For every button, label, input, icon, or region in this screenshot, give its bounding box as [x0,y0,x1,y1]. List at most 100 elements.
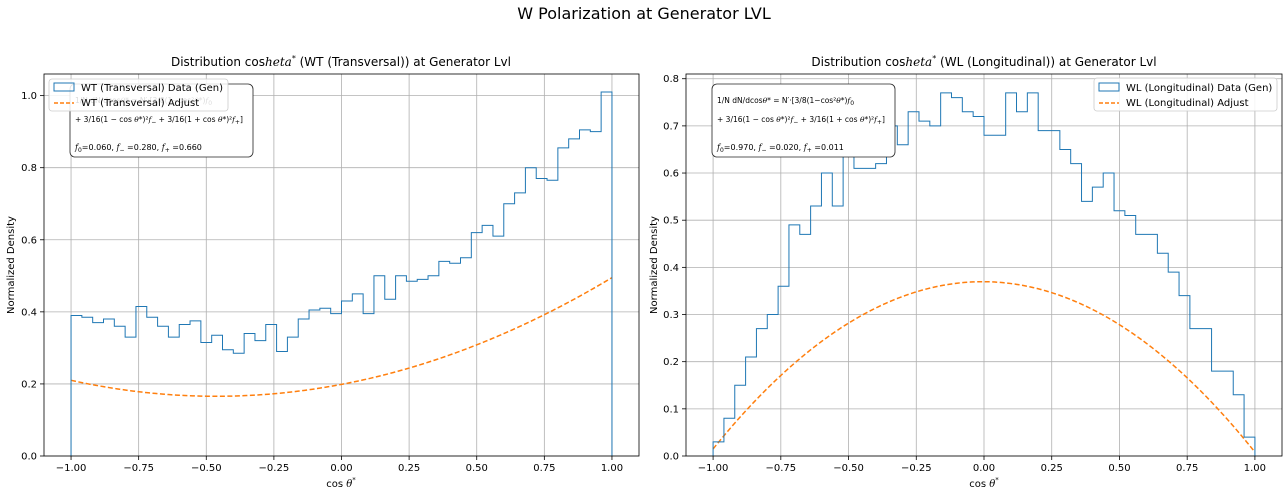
histogram-bin [886,126,897,456]
x-tick-label: −0.50 [833,463,864,474]
histogram-bin [1168,272,1179,456]
histogram-bin [1092,187,1103,456]
y-tick-label: 0.2 [663,357,679,368]
annotation-box [711,83,896,158]
histogram-bin [1038,131,1049,456]
histogram-bin [767,315,778,456]
histogram-bin [821,173,832,456]
x-axis-label: cos θ* [326,476,356,490]
x-tick-label: −0.25 [901,463,932,474]
fit-layer [70,276,613,398]
histogram-bin [212,335,223,456]
histogram-bin [865,168,876,456]
chart-title: Distribution cosheta* (WL (Longitudinal)… [811,54,1156,69]
x-tick-label: −0.50 [191,463,222,474]
histogram-bin [223,350,234,456]
histogram-bin [1201,329,1212,456]
legend: WT (Transversal) Data (Gen) WT (Transver… [48,78,229,112]
histogram-bin [930,126,941,456]
legend-label-hist: WT (Transversal) Data (Gen) [81,83,223,94]
x-tick-label: 0.75 [1176,463,1198,474]
histogram-bin [995,135,1006,456]
histogram-bin [601,92,612,456]
histogram-bin [201,342,212,456]
histogram-bin [525,168,536,456]
histogram-bin [125,337,136,456]
annotation-line-2: + 3/16(1 − cos θ*)²f− + 3/16(1 + cos θ*)… [717,115,885,126]
histogram-bin [1049,131,1060,456]
x-tick-label: 0.00 [973,463,995,474]
histogram-bin [811,206,822,456]
x-tick-label: 0.50 [466,463,488,474]
histogram-bin [843,154,854,456]
histogram-bin [973,116,984,456]
legend-swatch-hist [1098,82,1120,92]
histogram-bin [746,357,757,456]
x-tick-label: −1.00 [698,463,729,474]
fit-curve [712,280,1256,453]
fit-curve [70,276,613,398]
histogram-bin [789,225,800,456]
histogram-outline [70,91,613,456]
x-tick-label: 1.00 [1244,463,1266,474]
histogram-bin [1071,164,1082,456]
histogram-bin [352,294,363,456]
histogram-bin [1136,234,1147,456]
histogram-bin [713,442,724,456]
histogram-bin [342,301,353,456]
ticks: −1.00 −0.75 −0.50 −0.25 0.00 0.25 0.50 0.75 1.00… [21,91,623,474]
histogram-bin [1017,112,1028,456]
histogram-bin [461,258,472,456]
x-tick-label: 0.25 [398,463,420,474]
histogram-bin [919,121,930,456]
histogram-bin [71,315,82,456]
fit-annotation: 1/N dN/dcosθ* = N′·[3/8(1−cos²θ*)f0 + 3/… [711,83,896,158]
histogram-bin [962,112,973,456]
x-tick-label: −0.75 [765,463,796,474]
chart-transversal: Distribution cosheta* (WT (Transversal))… [6,54,640,490]
histogram-bin [569,139,580,456]
histogram-bin [724,418,735,456]
histogram-bin [1027,93,1038,456]
y-tick-label: 0.5 [663,216,679,227]
histogram-bin [93,323,104,456]
histogram-bin [104,319,115,456]
histogram-bin [1233,395,1244,456]
histogram-bin [244,333,255,456]
y-tick-label: 0.6 [663,169,679,180]
x-tick-label: 0.75 [533,463,555,474]
legend-label-fit: WL (Longitudinal) Adjust [1126,98,1249,109]
histogram-bin [396,276,407,456]
histogram-layer [712,92,1256,456]
histogram-bin [471,233,482,456]
histogram-bin [277,351,288,456]
histogram-bin [984,135,995,456]
annotation-line-1: 1/N dN/dcosθ* = N′·[3/8(1−cos²θ*)f0 [717,96,854,107]
histogram-bin [374,276,385,456]
x-axis-label: cos θ* [969,476,999,490]
histogram-bin [941,93,952,456]
histogram-bin [298,319,309,456]
histogram-bin [1125,215,1136,456]
x-tick-label: −1.00 [56,463,87,474]
histogram-bin [854,168,865,456]
legend-label-hist: WL (Longitudinal) Data (Gen) [1126,83,1272,94]
histogram-bin [1114,211,1125,456]
y-tick-label: 1.0 [21,91,37,102]
histogram-bin [482,225,493,456]
histogram-bin [1103,173,1114,456]
figure-suptitle: W Polarization at Generator LVL [517,4,771,23]
histogram-bin [493,236,504,456]
y-tick-label: 0.7 [663,121,679,132]
x-tick-label: 0.50 [1108,463,1130,474]
x-tick-label: 0.25 [1041,463,1063,474]
histogram-bin [735,385,746,456]
histogram-outline [712,92,1256,456]
x-tick-label: 1.00 [601,463,623,474]
histogram-bin [1190,329,1201,456]
ticks: −1.00 −0.75 −0.50 −0.25 0.00 0.25 0.50 0.75 1.00… [663,74,1266,474]
y-tick-label: 0.2 [21,379,37,390]
histogram-bin [406,281,417,456]
histogram-bin [951,98,962,456]
